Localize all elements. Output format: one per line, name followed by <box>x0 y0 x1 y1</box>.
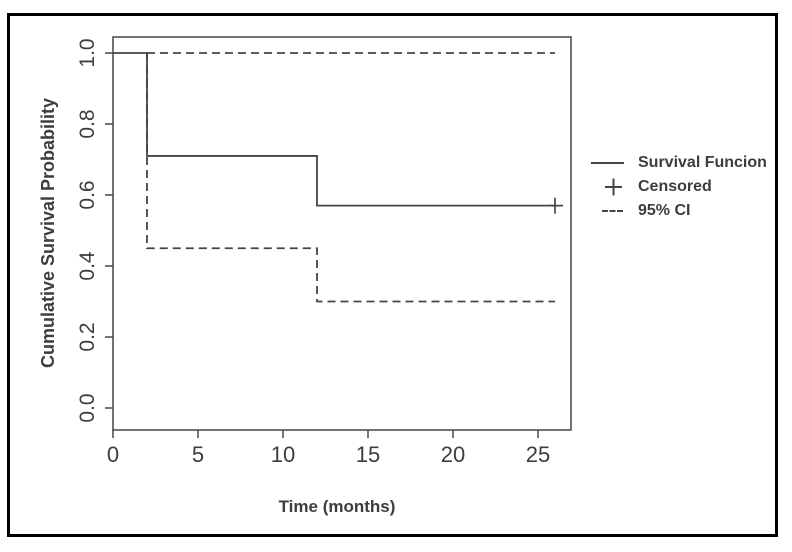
legend-label: Survival Funcion <box>638 154 767 171</box>
x-axis-title: Time (months) <box>278 497 396 516</box>
legend-label: Censored <box>638 178 712 195</box>
legend-item-survival: Survival Funcion <box>588 151 767 175</box>
legend-solid-line-sample <box>591 162 624 164</box>
series-solid-line <box>113 52 555 207</box>
figure-border <box>7 13 778 537</box>
y-axis-title: Cumulative Survival Probability <box>38 97 58 369</box>
plot-box <box>112 36 572 431</box>
legend: Survival Funcion Censored 95% CI <box>588 151 767 223</box>
legend-dashed-line-sample <box>602 210 623 212</box>
legend-label: 95% CI <box>638 202 691 219</box>
series-dashed-line <box>146 53 555 303</box>
legend-item-ci: 95% CI <box>588 199 767 223</box>
legend-item-censored: Censored <box>588 175 767 199</box>
censored-plus-icon <box>605 178 622 196</box>
